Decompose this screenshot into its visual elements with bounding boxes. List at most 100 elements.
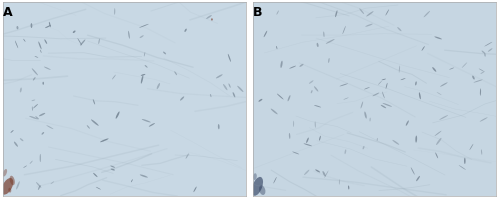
Ellipse shape [140, 35, 143, 38]
Ellipse shape [163, 52, 166, 54]
Ellipse shape [449, 68, 454, 70]
Ellipse shape [33, 77, 35, 81]
Ellipse shape [319, 136, 321, 141]
Ellipse shape [348, 186, 350, 189]
Ellipse shape [258, 99, 262, 102]
Ellipse shape [93, 173, 98, 177]
Ellipse shape [440, 82, 448, 87]
Ellipse shape [484, 42, 492, 47]
Ellipse shape [10, 176, 15, 185]
Ellipse shape [232, 92, 235, 97]
Ellipse shape [482, 50, 485, 54]
Ellipse shape [480, 71, 485, 74]
Ellipse shape [474, 79, 482, 83]
Ellipse shape [34, 56, 38, 58]
Ellipse shape [377, 138, 378, 141]
Ellipse shape [49, 22, 50, 27]
Ellipse shape [398, 27, 402, 31]
Ellipse shape [131, 179, 133, 182]
Ellipse shape [342, 26, 346, 34]
Ellipse shape [128, 31, 130, 39]
Ellipse shape [411, 167, 414, 175]
Ellipse shape [50, 181, 54, 184]
Ellipse shape [16, 181, 20, 189]
Ellipse shape [112, 75, 116, 79]
Ellipse shape [360, 101, 363, 109]
Ellipse shape [23, 166, 27, 168]
Ellipse shape [364, 111, 366, 119]
Ellipse shape [406, 120, 409, 126]
Ellipse shape [16, 26, 18, 29]
Ellipse shape [80, 39, 86, 46]
Ellipse shape [416, 136, 417, 143]
Ellipse shape [484, 53, 486, 57]
Ellipse shape [252, 177, 263, 196]
Ellipse shape [366, 11, 374, 16]
Ellipse shape [335, 10, 338, 17]
Ellipse shape [434, 36, 442, 39]
Text: A: A [2, 6, 12, 19]
Ellipse shape [228, 83, 230, 88]
Ellipse shape [399, 66, 400, 73]
Ellipse shape [186, 153, 189, 159]
Ellipse shape [194, 187, 196, 192]
Ellipse shape [14, 142, 18, 147]
Ellipse shape [30, 23, 32, 28]
Ellipse shape [339, 179, 340, 185]
Ellipse shape [3, 169, 7, 176]
Ellipse shape [280, 61, 282, 68]
Ellipse shape [440, 115, 448, 120]
Ellipse shape [216, 74, 222, 78]
Ellipse shape [364, 87, 370, 89]
Ellipse shape [39, 113, 46, 116]
Ellipse shape [276, 10, 279, 15]
Ellipse shape [142, 119, 150, 122]
Ellipse shape [436, 92, 442, 95]
Ellipse shape [218, 124, 220, 129]
Ellipse shape [114, 8, 116, 15]
Ellipse shape [96, 187, 101, 189]
Ellipse shape [32, 100, 36, 101]
Ellipse shape [38, 185, 40, 190]
Ellipse shape [289, 133, 290, 139]
Ellipse shape [419, 92, 421, 99]
Ellipse shape [274, 177, 276, 184]
Ellipse shape [480, 117, 488, 122]
Ellipse shape [24, 39, 26, 42]
Ellipse shape [10, 130, 14, 133]
Ellipse shape [436, 152, 438, 158]
Ellipse shape [304, 143, 312, 146]
Ellipse shape [264, 31, 267, 37]
Ellipse shape [324, 170, 328, 178]
Ellipse shape [73, 30, 76, 33]
Ellipse shape [488, 48, 492, 52]
Ellipse shape [316, 43, 318, 47]
Ellipse shape [344, 97, 348, 100]
Ellipse shape [116, 111, 119, 119]
Ellipse shape [386, 9, 389, 15]
Ellipse shape [44, 67, 51, 70]
Ellipse shape [42, 132, 44, 135]
Ellipse shape [340, 83, 348, 86]
Ellipse shape [100, 138, 108, 142]
Ellipse shape [382, 103, 392, 107]
Ellipse shape [366, 24, 372, 27]
Ellipse shape [20, 88, 22, 92]
Ellipse shape [400, 78, 406, 80]
Text: B: B [252, 6, 262, 19]
Ellipse shape [8, 188, 12, 193]
Ellipse shape [110, 169, 115, 170]
Ellipse shape [46, 125, 54, 129]
Ellipse shape [481, 149, 482, 155]
Ellipse shape [33, 104, 38, 108]
Ellipse shape [276, 46, 278, 49]
Ellipse shape [362, 146, 364, 149]
Ellipse shape [42, 82, 44, 85]
Ellipse shape [15, 41, 18, 48]
Ellipse shape [288, 95, 290, 101]
Ellipse shape [328, 58, 330, 63]
Ellipse shape [20, 138, 24, 141]
Ellipse shape [180, 96, 184, 101]
Ellipse shape [392, 140, 399, 145]
Ellipse shape [140, 174, 148, 178]
